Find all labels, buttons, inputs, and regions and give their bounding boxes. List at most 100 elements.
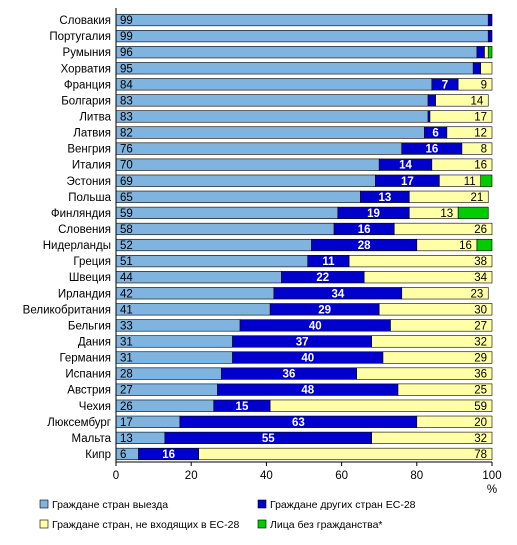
x-tick-label: 60 [335,470,348,482]
category-label: Нидерланды [43,240,111,252]
data-label: 70 [120,160,133,172]
bar-segment [198,447,493,461]
data-label: 22 [316,272,329,284]
data-label: 8 [481,144,487,156]
data-label: 58 [120,224,133,236]
legend-swatch [39,499,49,509]
data-label: 41 [120,304,133,316]
bar-segment [115,335,233,348]
legend-label: Граждане стран, не входящих в ЕС-28 [52,519,239,531]
bar-segment [115,46,478,59]
bar-segment [115,303,271,316]
bar-segment [363,271,493,284]
bar-segment [487,13,493,27]
data-label: 26 [120,401,133,413]
bar-segment [487,46,493,59]
category-label: Кипр [85,449,111,461]
bar-segment [115,238,312,252]
data-label: 13 [440,208,453,220]
bar-segment [435,94,489,107]
bar-segment [356,367,493,380]
bar-segment [416,415,493,428]
data-label: 38 [474,256,487,268]
data-label: 78 [474,449,487,461]
category-label: Литва [79,111,111,123]
bar-segment [115,206,339,219]
bar-segment [115,94,429,107]
bar-segment [115,174,376,187]
bar-segment [115,78,433,91]
category-label: Дания [78,336,111,348]
data-label: 36 [283,369,296,381]
category-label: Хорватия [61,63,111,75]
data-label: 11 [322,256,335,268]
bar-segment [429,110,493,123]
category-label: Италия [72,160,111,172]
data-label: 17 [474,111,487,123]
category-label: Испания [65,369,111,381]
category-label: Франция [64,79,111,91]
data-label: 82 [120,128,133,140]
data-label: 83 [120,111,133,123]
category-label: Ирландия [58,288,111,300]
category-label: Венгрия [67,144,111,156]
bar-segment [115,110,429,123]
category-label: Бельгия [68,320,111,332]
x-tick-label: 20 [185,470,198,482]
data-label: 33 [120,320,133,332]
data-label: 34 [474,272,487,284]
data-label: 31 [120,336,133,348]
bar-segment [484,46,489,59]
data-label: 6 [120,449,126,461]
category-label: Люксембург [47,417,111,429]
category-label: Эстония [66,176,111,188]
data-label: 31 [120,353,133,365]
category-label: Мальта [72,433,112,445]
data-label: 55 [262,433,275,445]
data-label: 16 [474,160,487,172]
bar-segment [115,271,282,284]
bar-segment [378,303,493,316]
category-label: Польша [68,192,111,204]
data-label: 30 [474,304,487,316]
data-label: 42 [120,288,133,300]
data-label: 16 [358,224,371,236]
data-label: 15 [236,401,249,413]
data-label: 27 [120,385,133,397]
data-label: 9 [481,79,487,91]
category-label: Финляндия [51,208,111,220]
data-label: 16 [459,240,472,252]
data-label: 76 [120,144,133,156]
data-label: 34 [331,288,344,300]
bar-segment [115,126,425,139]
bar-segment [382,351,493,364]
x-tick-label: 80 [410,470,423,482]
category-label: Австрия [67,385,111,397]
data-label: 95 [120,63,133,75]
data-label: 51 [120,256,133,268]
data-label: 40 [309,320,322,332]
data-label: 6 [432,128,438,140]
bar-segment [115,255,309,268]
bar-segment [431,158,493,171]
x-tick-label: 40 [260,470,273,482]
bar-segment [115,62,474,75]
bar-segment [457,78,493,91]
data-label: 32 [474,336,487,348]
data-label: 7 [442,79,448,91]
bar-segment [115,158,380,171]
bar-segment [115,13,489,27]
data-label: 84 [120,79,133,91]
bar-segment [476,46,485,59]
bar-segment [115,222,335,236]
data-label: 44 [120,272,133,284]
data-label: 52 [120,240,133,252]
data-label: 17 [401,176,414,188]
legend-label: Граждане других стран ЕС-28 [270,499,416,511]
bar-segment [408,190,489,203]
bar-segment [401,287,489,300]
data-label: 26 [474,224,487,236]
legend-swatch [39,519,49,529]
bar-segment [390,319,493,332]
